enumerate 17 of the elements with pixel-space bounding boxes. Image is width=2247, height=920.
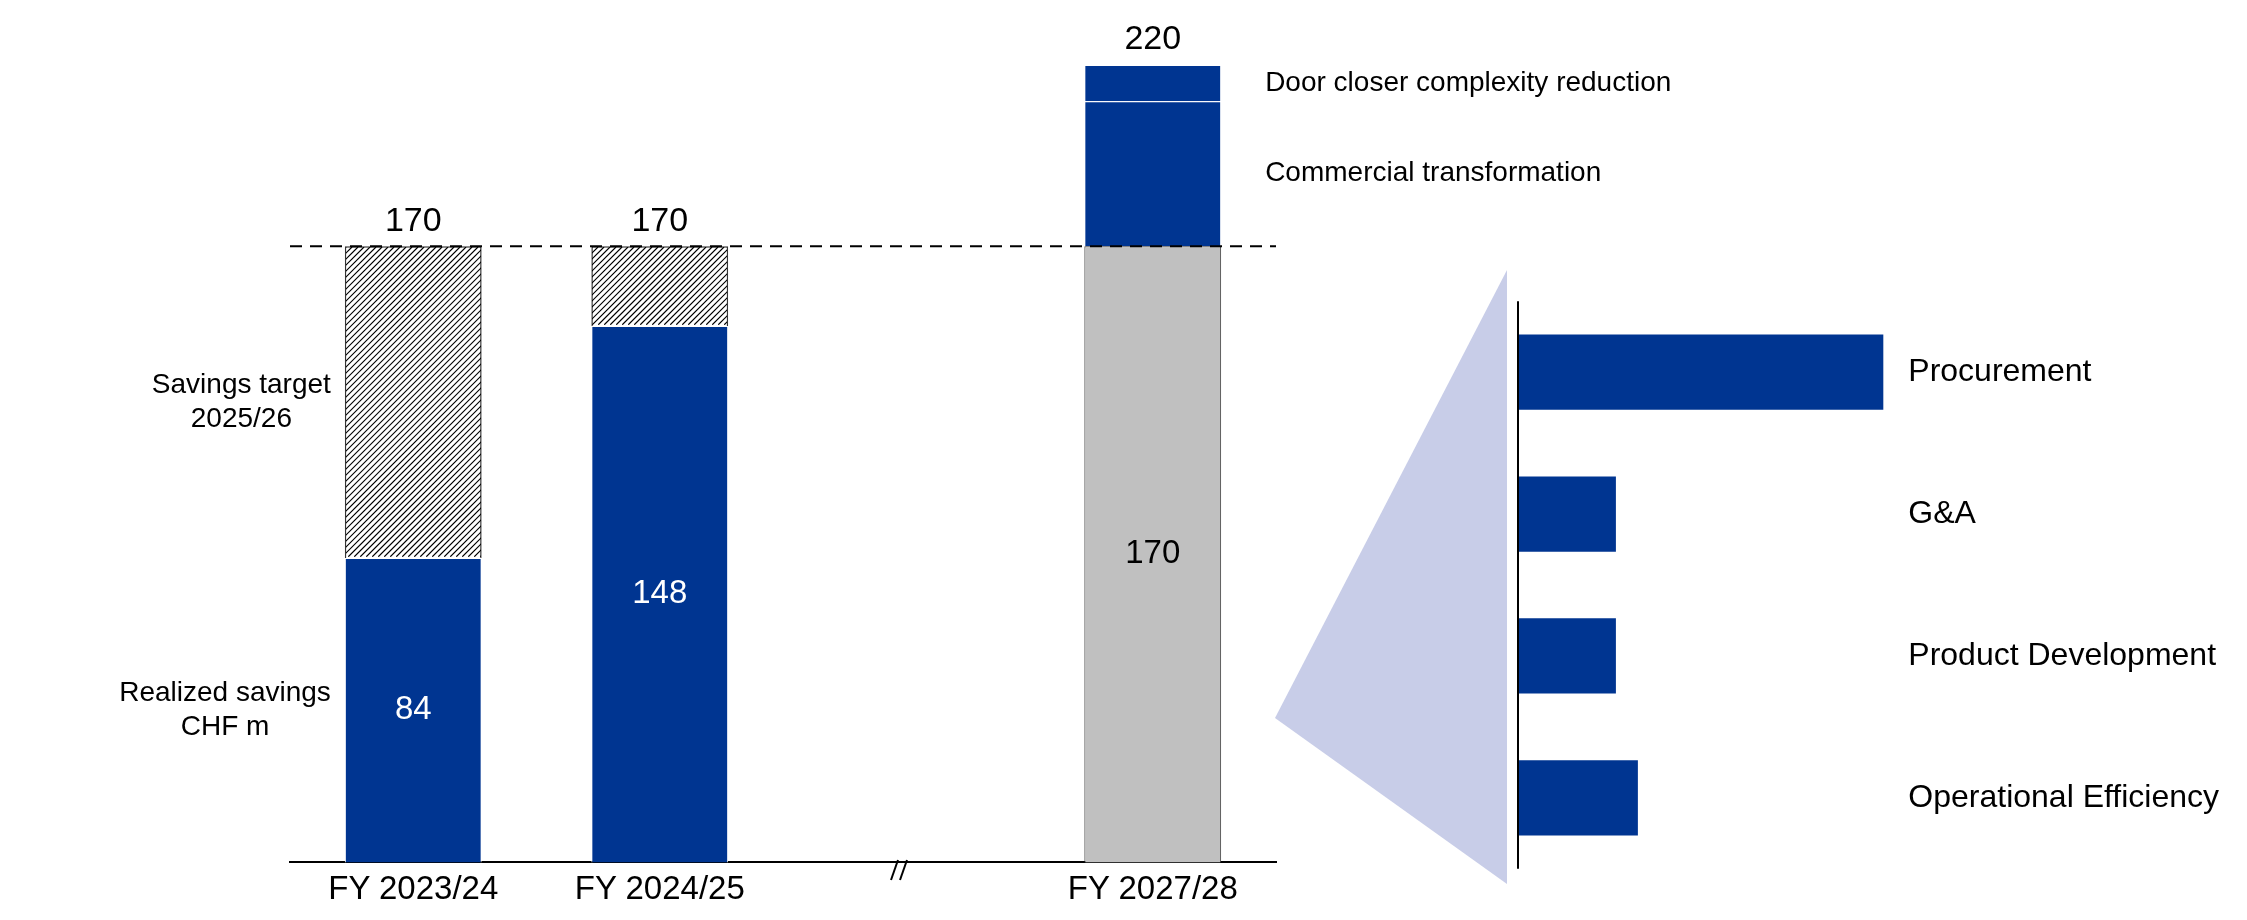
y-tick-label: Operational Efficiency (1908, 777, 2219, 814)
data-label: 148 (632, 573, 688, 611)
series-label: Savings target 2025/26 (151, 367, 332, 433)
total-label: 170 (384, 199, 442, 238)
x-tick-label: FY 2024/25 (574, 869, 745, 907)
series-label: Door closer complexity reduction (1265, 65, 1672, 97)
series-label: Realized savings CHF m (119, 675, 331, 741)
x-tick-label: FY 2023/24 (328, 869, 499, 907)
y-tick-label: Product Development (1908, 635, 2217, 672)
total-label: 170 (631, 199, 689, 238)
x-tick-label: FY 2027/28 (1067, 869, 1238, 907)
y-tick-label: Procurement (1908, 351, 2092, 388)
total-label: 220 (1124, 18, 1182, 57)
data-label: 84 (394, 689, 432, 727)
data-label: 170 (1125, 533, 1181, 571)
series-label: Commercial transformation (1265, 156, 1602, 188)
y-tick-label: G&A (1908, 493, 1977, 530)
